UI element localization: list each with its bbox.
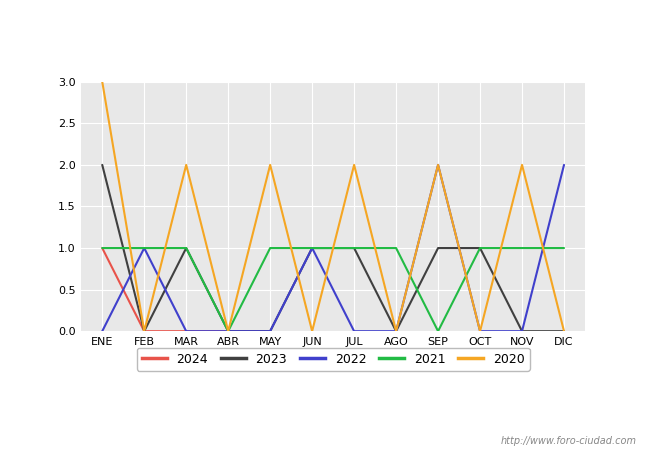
2021: [308, 245, 316, 251]
2021: [98, 245, 106, 251]
2023: [518, 328, 526, 334]
2024: [98, 245, 106, 251]
2023: [350, 245, 358, 251]
2022: [308, 245, 316, 251]
2023: [224, 328, 232, 334]
2023: [98, 162, 106, 167]
2024: [182, 328, 190, 334]
Line: 2021: 2021: [102, 248, 564, 331]
2021: [476, 245, 484, 251]
2021: [140, 245, 148, 251]
2021: [518, 245, 526, 251]
2023: [140, 328, 148, 334]
2020: [518, 162, 526, 167]
2023: [182, 245, 190, 251]
2021: [224, 328, 232, 334]
2022: [140, 245, 148, 251]
2020: [434, 162, 442, 167]
Line: 2024: 2024: [102, 248, 270, 331]
Line: 2020: 2020: [102, 82, 564, 331]
Line: 2023: 2023: [102, 165, 564, 331]
2023: [266, 328, 274, 334]
2021: [350, 245, 358, 251]
2020: [140, 328, 148, 334]
2023: [392, 328, 400, 334]
2022: [182, 328, 190, 334]
2023: [434, 245, 442, 251]
2020: [224, 328, 232, 334]
2022: [560, 162, 568, 167]
2024: [266, 328, 274, 334]
2020: [476, 328, 484, 334]
2021: [392, 245, 400, 251]
2024: [224, 328, 232, 334]
2020: [266, 162, 274, 167]
2024: [140, 328, 148, 334]
2022: [476, 328, 484, 334]
2021: [182, 245, 190, 251]
2022: [98, 328, 106, 334]
2022: [434, 162, 442, 167]
2021: [434, 328, 442, 334]
2020: [182, 162, 190, 167]
2022: [518, 328, 526, 334]
2020: [350, 162, 358, 167]
2023: [308, 245, 316, 251]
2022: [266, 328, 274, 334]
2022: [224, 328, 232, 334]
2020: [560, 328, 568, 334]
2023: [476, 245, 484, 251]
2023: [560, 328, 568, 334]
Legend: 2024, 2023, 2022, 2021, 2020: 2024, 2023, 2022, 2021, 2020: [136, 348, 530, 371]
2021: [266, 245, 274, 251]
2020: [392, 328, 400, 334]
2022: [392, 328, 400, 334]
Text: http://www.foro-ciudad.com: http://www.foro-ciudad.com: [501, 436, 637, 446]
2022: [350, 328, 358, 334]
2020: [308, 328, 316, 334]
2021: [560, 245, 568, 251]
Line: 2022: 2022: [102, 165, 564, 331]
2020: [98, 79, 106, 85]
Text: Matriculaciones de Vehiculos en Villamiel: Matriculaciones de Vehiculos en Villamie…: [176, 60, 491, 75]
